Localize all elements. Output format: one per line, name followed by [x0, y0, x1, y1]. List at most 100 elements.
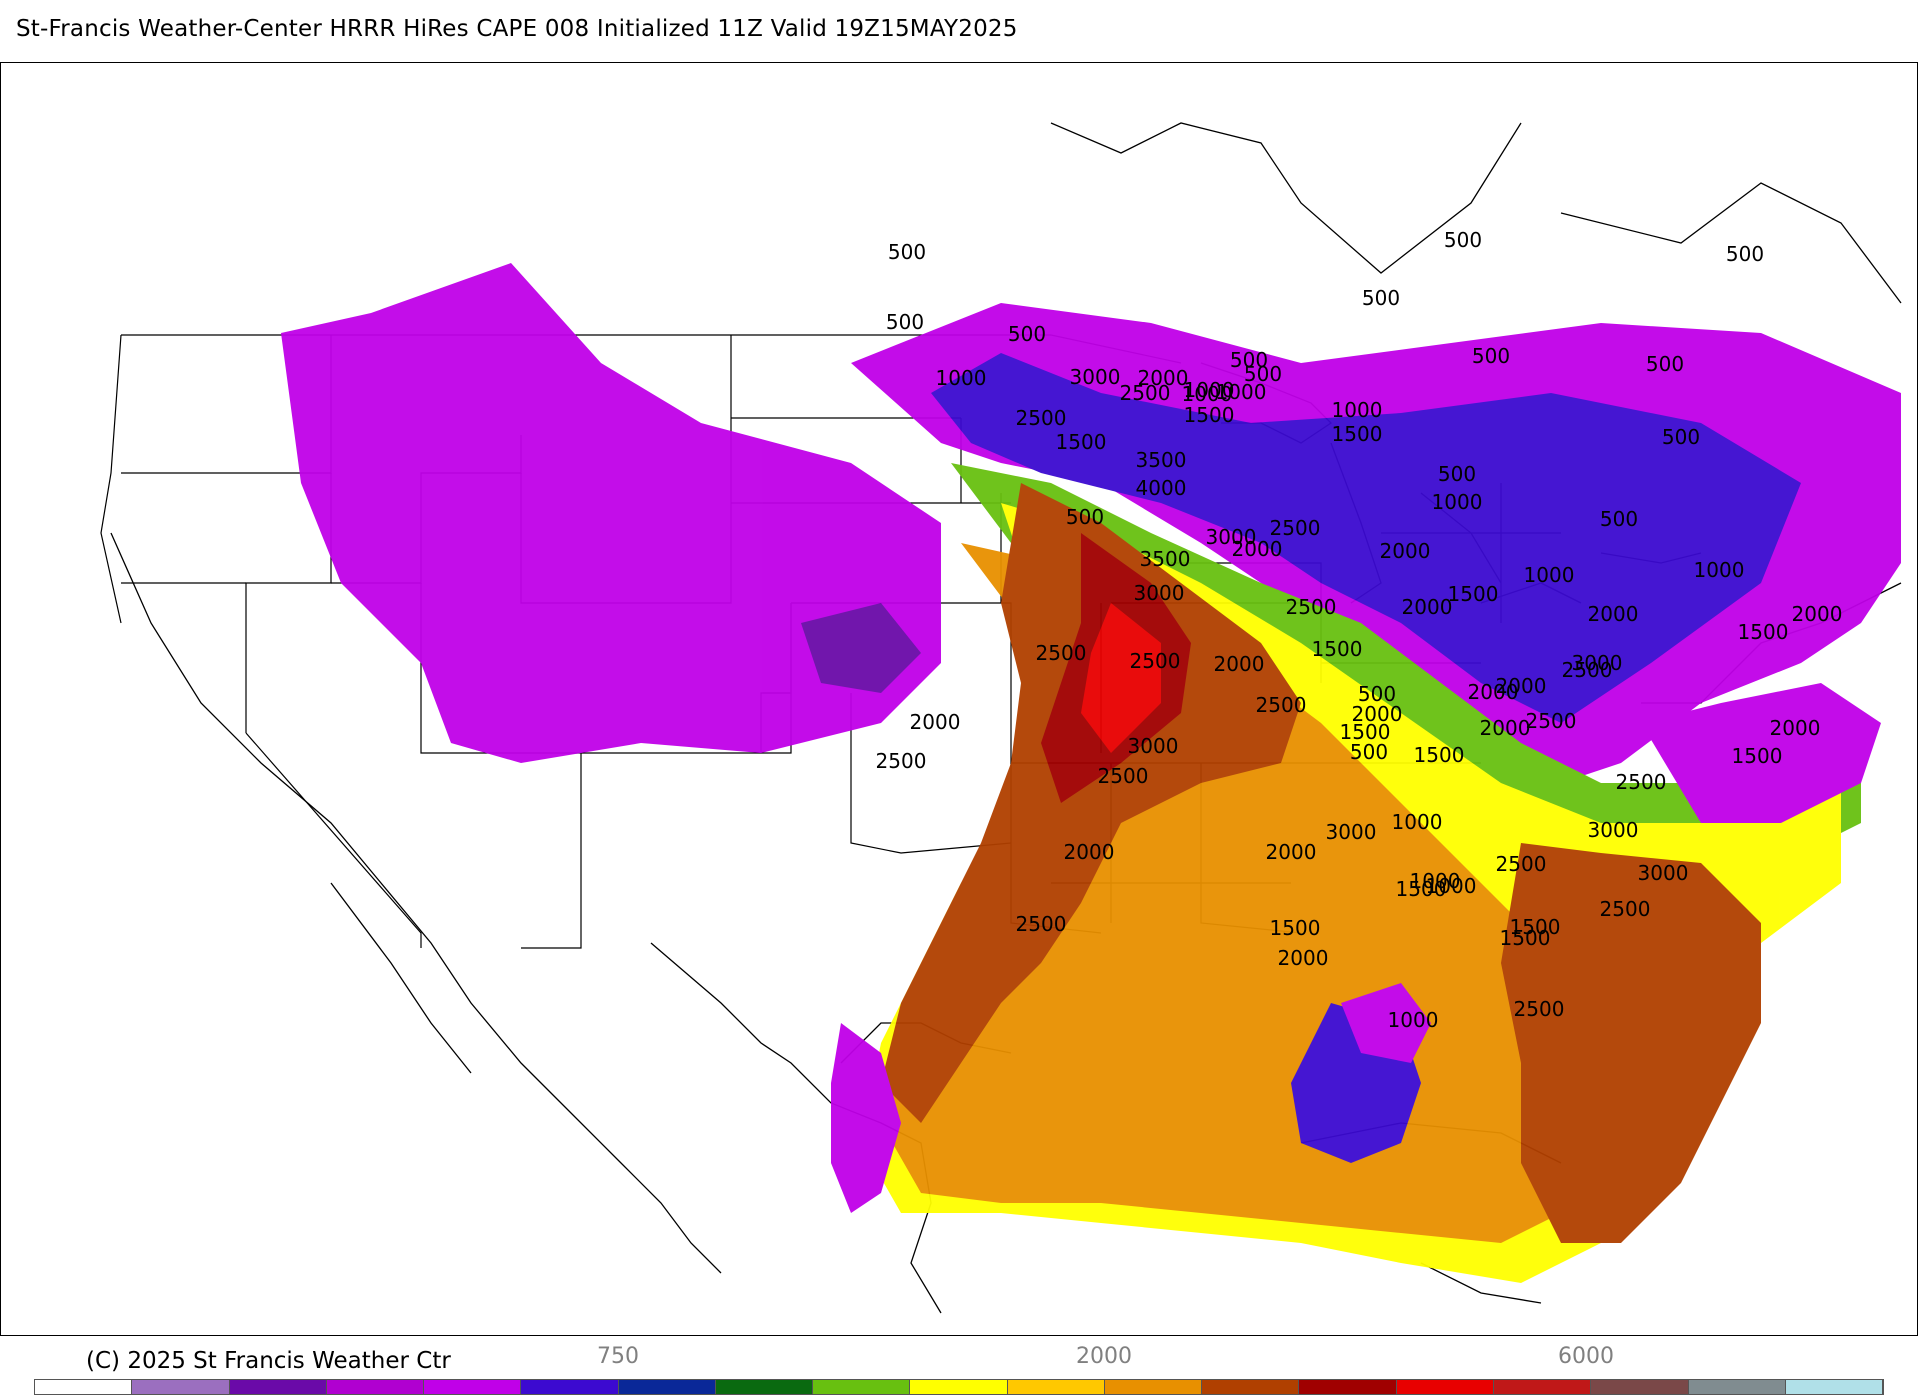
contour-label: 1000	[1426, 874, 1477, 898]
colorbar-swatch	[1493, 1380, 1592, 1394]
contour-label: 2500	[1616, 770, 1667, 794]
contour-label: 2500	[1600, 897, 1651, 921]
contour-label: 1000	[1388, 1008, 1439, 1032]
contour-label: 2000	[1402, 595, 1453, 619]
contour-label: 1000	[1524, 563, 1575, 587]
contour-label: 2500	[1514, 997, 1565, 1021]
hudson-bay	[1050, 122, 1522, 274]
contour-label: 1500	[1738, 620, 1789, 644]
baja-peninsula	[330, 882, 472, 1074]
contour-label: 3000	[1638, 861, 1689, 885]
contour-label: 500	[1438, 462, 1476, 486]
cape-1500-green	[951, 463, 1861, 883]
contour-label: 2000	[910, 710, 961, 734]
contour-label: 500	[1358, 682, 1396, 706]
contour-label: 2500	[1098, 764, 1149, 788]
copyright-notice: (C) 2025 St Francis Weather Ctr	[86, 1348, 451, 1374]
contour-label: 1500	[1732, 744, 1783, 768]
contour-label: 2500	[1270, 516, 1321, 540]
map-title: St-Francis Weather-Center HRRR HiRes CAP…	[16, 16, 1018, 42]
contour-label: 2500	[1130, 649, 1181, 673]
contour-label: 1500	[1332, 422, 1383, 446]
colorbar-label: 6000	[1558, 1344, 1614, 1369]
contour-label: 500	[1362, 286, 1400, 310]
contour-label: 2000	[1278, 946, 1329, 970]
contour-label: 1500	[1312, 637, 1363, 661]
contour-label: 2500	[1526, 709, 1577, 733]
contour-label: 2000	[1770, 716, 1821, 740]
colorbar-swatch	[1202, 1380, 1300, 1394]
contour-label: 500	[888, 240, 926, 264]
contour-label: 500	[1600, 507, 1638, 531]
contour-label: 3000	[1128, 734, 1179, 758]
contour-label: 500	[1066, 505, 1104, 529]
contour-label: 2500	[1036, 641, 1087, 665]
contour-label: 1000	[1182, 382, 1233, 406]
contour-label: 1500	[1448, 582, 1499, 606]
cape-0500-plains-patch	[801, 603, 921, 693]
contour-label: 1500	[1184, 403, 1235, 427]
hispaniola	[1420, 1262, 1542, 1304]
contour-label: 2000	[1468, 680, 1519, 704]
contour-label: 2000	[1352, 702, 1403, 726]
contour-label: 1000	[1332, 398, 1383, 422]
contour-label: 2500	[1562, 658, 1613, 682]
cape-4000-bright-core	[1081, 603, 1161, 753]
contour-label: 3000	[1588, 818, 1639, 842]
contour-label: 1500	[1500, 926, 1551, 950]
contour-label: 3000	[1572, 651, 1623, 675]
canada-east	[1560, 182, 1902, 304]
cape-0500-southwest-edge	[831, 1023, 901, 1213]
contour-label: 500	[1726, 242, 1764, 266]
contour-label: 3000	[1070, 365, 1121, 389]
contour-label: 2500	[1496, 852, 1547, 876]
contour-label: 3500	[1140, 547, 1191, 571]
contour-label: 1000	[1432, 490, 1483, 514]
colorbar-swatch	[521, 1380, 619, 1394]
contour-label: 4000	[1136, 476, 1187, 500]
contour-label: 1500	[1270, 916, 1321, 940]
cape-shading	[281, 263, 1901, 1283]
colorbar-swatch	[1688, 1380, 1786, 1394]
contour-label: 2000	[1214, 652, 1265, 676]
contour-label: 500	[1230, 348, 1268, 372]
colorbar-swatch	[1007, 1380, 1105, 1394]
contour-label: 3000	[1206, 525, 1257, 549]
cape-1000-east-band	[931, 353, 1801, 723]
cape-0500-west	[281, 263, 941, 763]
us-west-coast	[100, 334, 122, 624]
contour-label: 2000	[1588, 602, 1639, 626]
contour-label: 3000	[1326, 820, 1377, 844]
colorbar-label: 750	[597, 1344, 639, 1369]
contour-label: 1000	[1216, 380, 1267, 404]
contour-label: 500	[1646, 352, 1684, 376]
contour-label: 500	[1472, 344, 1510, 368]
contour-label: 1500	[1510, 915, 1561, 939]
colorbar-swatch	[326, 1380, 425, 1394]
contour-label: 2500	[1016, 406, 1067, 430]
cape-3000-brown	[881, 483, 1301, 1123]
contour-label: 500	[1244, 362, 1282, 386]
map-frame: 500 500 500 500 500 500 500 500 500 500 500 500 500 5…	[0, 62, 1918, 1336]
cape-colorbar	[34, 1379, 1884, 1395]
colorbar-labels: 750 2000 6000	[0, 1344, 1920, 1374]
contour-label: 1000	[1392, 810, 1443, 834]
colorbar-swatch	[910, 1380, 1008, 1394]
pacific-coast	[110, 532, 722, 1274]
colorbar-swatch	[1785, 1380, 1884, 1394]
colorbar-swatch	[1104, 1380, 1203, 1394]
contour-label: 1000	[1184, 378, 1235, 402]
contour-label: 500	[1008, 322, 1046, 346]
contour-label: 500	[1444, 228, 1482, 252]
contour-label: 2000	[1380, 539, 1431, 563]
contour-label: 2500	[1286, 595, 1337, 619]
colorbar-swatch	[132, 1380, 230, 1394]
contour-label: 1000	[936, 366, 987, 390]
colorbar-swatch	[618, 1380, 716, 1394]
colorbar-swatch	[229, 1380, 327, 1394]
colorbar-swatch	[1396, 1380, 1494, 1394]
contour-label: 3000	[1134, 581, 1185, 605]
contour-label: 1000	[1410, 869, 1461, 893]
